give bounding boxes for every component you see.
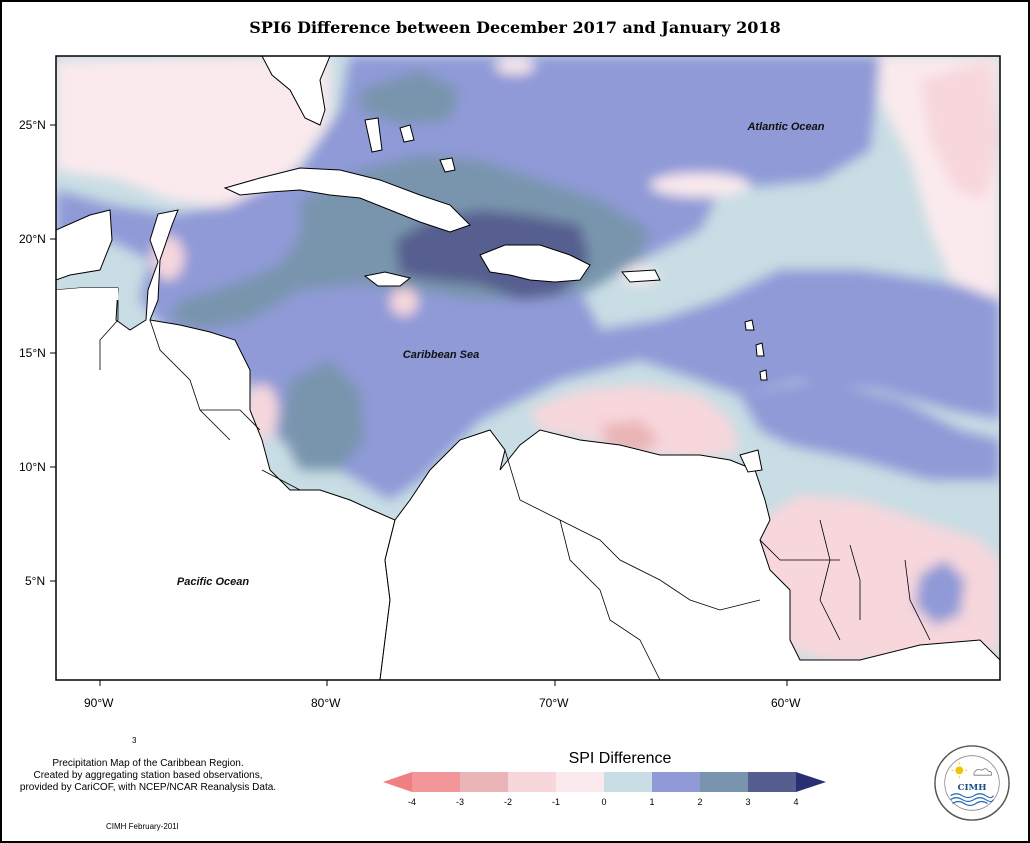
- lon-tick-80w: 80°W: [311, 696, 341, 710]
- land-jamaica: [363, 271, 412, 287]
- legend-arrow-left: [383, 772, 412, 792]
- description-line-3: provided by CariCOF, with NCEP/NCAR Rean…: [19, 782, 277, 793]
- spi-zone-1-2-east: [740, 380, 1000, 480]
- spi-zone-2-3-sw: [280, 360, 365, 470]
- legend-cell: [652, 772, 701, 792]
- spi-zone-blue-guianas: [915, 560, 965, 625]
- legend-tick-label: -3: [455, 797, 465, 807]
- country-borders: [99, 300, 931, 680]
- spi-zone-pink-nw: [56, 56, 330, 210]
- legend-cell: [460, 772, 509, 792]
- land-lesser-antilles-1: [744, 319, 755, 331]
- lat-tick-10n: 10°N: [19, 460, 46, 474]
- label-pacific: Pacific Ocean: [177, 576, 249, 588]
- land-lesser-antilles-2: [755, 342, 765, 357]
- legend-colorbar: [383, 772, 826, 792]
- land-mexico-coast: [56, 209, 113, 281]
- lat-tick-20n: 20°N: [19, 232, 46, 246]
- legend-cell: [700, 772, 749, 792]
- legend-arrow-right: [796, 772, 826, 792]
- map-description: Precipitation Map of the Caribbean Regio…: [6, 758, 290, 794]
- legend-title: SPI Difference: [568, 750, 672, 767]
- lon-tick-70w: 70°W: [539, 696, 569, 710]
- sun-rays-icon: [951, 762, 968, 779]
- legend-tick-label: 3: [745, 797, 751, 807]
- spi-zone-2-3-north: [360, 70, 460, 125]
- legend-cell: [556, 772, 605, 792]
- legend-tick-label: -4: [407, 797, 417, 807]
- credit-text: CIMH February-201l: [106, 822, 179, 831]
- spi-field: [56, 56, 1000, 680]
- legend-tick-label: 0: [601, 797, 607, 807]
- legend-cell: [412, 772, 461, 792]
- land-lesser-antilles-3: [759, 369, 768, 381]
- lat-tick-15n: 15°N: [19, 346, 46, 360]
- label-caribbean: Caribbean Sea: [403, 349, 479, 361]
- land-hispaniola: [479, 244, 591, 283]
- spi-spot-pink-1: [390, 288, 418, 316]
- cimh-logo: CIMH: [934, 745, 1010, 821]
- legend-cell: [508, 772, 557, 792]
- stray-mark: 3: [132, 736, 137, 745]
- spi-zone-pink-ne-inner: [920, 60, 1000, 200]
- legend-tick-label: 4: [793, 797, 799, 807]
- land-trinidad: [739, 449, 763, 473]
- lat-tick-5n: 5°N: [25, 574, 46, 588]
- description-line-1: Precipitation Map of the Caribbean Regio…: [52, 758, 244, 769]
- legend-tick-label: 2: [697, 797, 703, 807]
- logo-text: CIMH: [957, 783, 986, 793]
- land-puerto-rico: [621, 269, 661, 283]
- legend-cell: [748, 772, 797, 792]
- land-south-america: [379, 429, 1000, 680]
- spi-spot-pink-6: [68, 144, 112, 160]
- lat-tick-25n: 25°N: [19, 118, 46, 132]
- land-florida: [261, 56, 331, 126]
- spi-spot-pink-5: [650, 173, 750, 197]
- spi-spot-pink-7: [495, 58, 535, 74]
- land-bahamas-1: [364, 117, 383, 153]
- land-cuba: [223, 167, 471, 233]
- map-title: SPI6 Difference between December 2017 an…: [249, 18, 781, 37]
- legend-cell: [604, 772, 653, 792]
- label-atlantic: Atlantic Ocean: [746, 121, 824, 133]
- description-line-2: Created by aggregating station based obs…: [33, 770, 263, 781]
- legend-tick-label: -2: [503, 797, 513, 807]
- sun-icon: [955, 766, 964, 775]
- cloud-icon: [973, 768, 993, 776]
- lon-tick-60w: 60°W: [771, 696, 801, 710]
- lon-tick-90w: 90°W: [84, 696, 114, 710]
- map-border: [55, 55, 1001, 681]
- legend-tick-label: -1: [551, 797, 561, 807]
- waves-icon: [950, 793, 994, 807]
- land-masses: [56, 56, 1000, 680]
- land-bahamas-3: [439, 157, 456, 173]
- axis-ticks: [50, 124, 788, 686]
- land-bahamas-2: [399, 124, 415, 143]
- legend-tick-label: 1: [649, 797, 655, 807]
